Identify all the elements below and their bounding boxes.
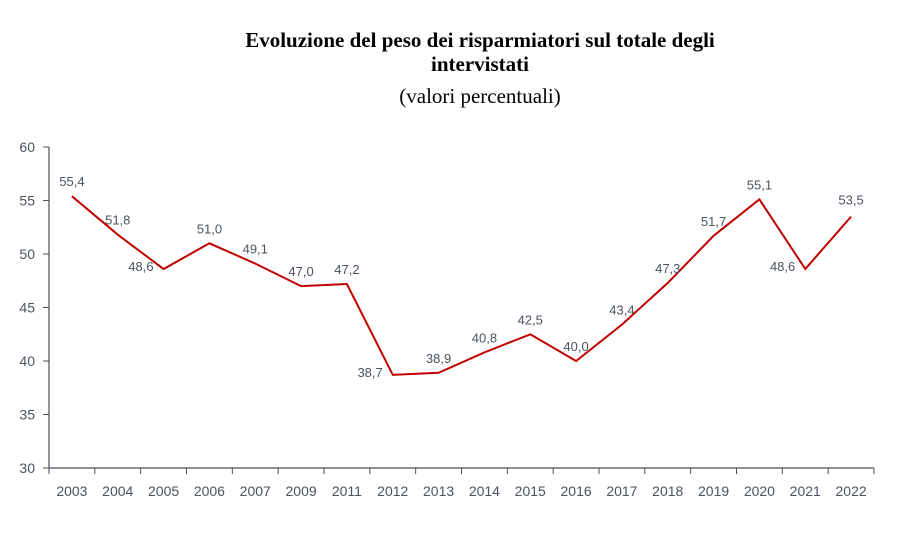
chart-subtitle: (valori percentuali) — [399, 84, 561, 108]
data-label: 53,5 — [838, 193, 863, 208]
data-label: 38,9 — [426, 351, 451, 366]
axes: 30 35 40 45 50 55 60 2003 2004 2005 2006 2007 2009 20… — [19, 139, 875, 499]
data-label: 55,4 — [59, 174, 84, 189]
x-tick-label: 2005 — [148, 483, 179, 499]
x-tick-label: 2014 — [469, 483, 500, 499]
data-label: 49,1 — [243, 242, 268, 257]
data-label: 40,0 — [563, 339, 588, 354]
data-label: 42,5 — [518, 312, 543, 327]
x-tick-label: 2020 — [744, 483, 775, 499]
data-labels-group: 55,4 51,8 48,6 51,0 49,1 47,0 47,2 38,7 38,9 40,8… — [59, 174, 863, 380]
x-tick-label: 2012 — [377, 483, 408, 499]
y-tick-label: 40 — [19, 353, 35, 369]
data-label: 38,7 — [357, 365, 382, 380]
data-label: 47,2 — [334, 262, 359, 277]
x-tick-label: 2003 — [56, 483, 87, 499]
x-tick-label: 2017 — [606, 483, 637, 499]
x-tick-label: 2019 — [698, 483, 729, 499]
data-label: 51,7 — [701, 214, 726, 229]
chart-title: Evoluzione del peso dei risparmiatori su… — [245, 28, 715, 52]
series-line — [71, 195, 852, 376]
data-label: 40,8 — [472, 330, 497, 345]
y-tick-label: 35 — [19, 407, 35, 423]
x-tick-label: 2006 — [194, 483, 225, 499]
y-tick-label: 50 — [19, 246, 35, 262]
x-tick-label: 2011 — [332, 483, 362, 499]
chart-title-line2: intervistati — [431, 52, 529, 76]
data-label: 48,6 — [128, 259, 153, 274]
x-tick-label: 2015 — [515, 483, 546, 499]
y-tick-label: 60 — [19, 139, 35, 155]
x-tick-label: 2021 — [790, 483, 821, 499]
data-label: 51,0 — [197, 221, 222, 236]
series-group — [71, 195, 852, 376]
data-label: 48,6 — [770, 259, 795, 274]
data-label: 51,8 — [105, 213, 130, 228]
data-label: 47,3 — [655, 261, 680, 276]
x-tick-label: 2009 — [286, 483, 317, 499]
data-label: 43,4 — [609, 303, 634, 318]
x-tick-label: 2018 — [652, 483, 683, 499]
x-tick-label: 2013 — [423, 483, 454, 499]
data-label: 47,0 — [288, 264, 313, 279]
x-tick-label: 2004 — [102, 483, 133, 499]
y-tick-label: 55 — [19, 193, 35, 209]
x-tick-label: 2016 — [561, 483, 592, 499]
data-label: 55,1 — [747, 177, 772, 192]
x-tick-label: 2022 — [836, 483, 867, 499]
x-tick-label: 2007 — [240, 483, 271, 499]
y-tick-label: 45 — [19, 300, 35, 316]
y-tick-label: 30 — [19, 460, 35, 476]
